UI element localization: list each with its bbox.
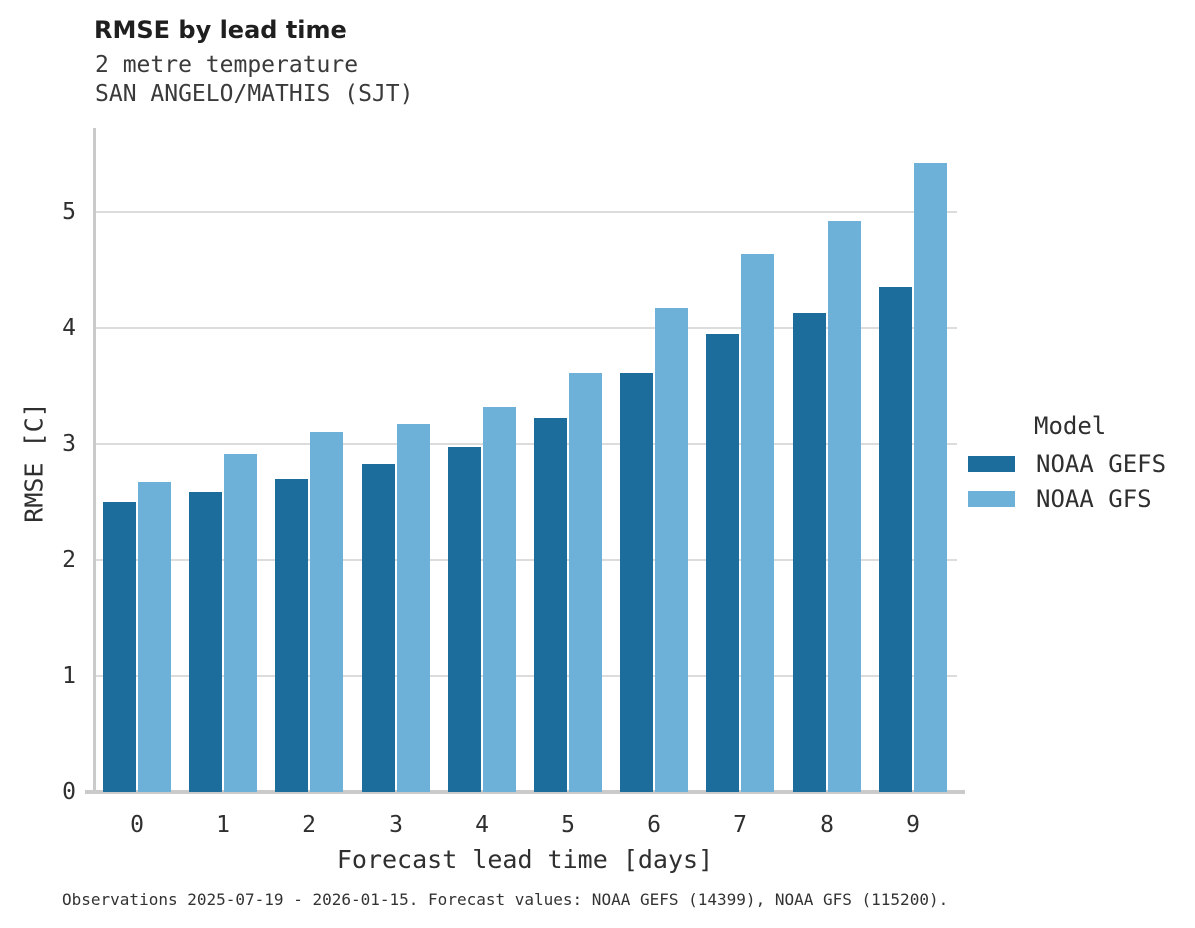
bar-noaa-gefs-lead8 bbox=[793, 313, 826, 792]
y-tick-4: 4 bbox=[62, 315, 76, 341]
y-tick-2: 2 bbox=[62, 547, 76, 573]
bar-noaa-gefs-lead6 bbox=[620, 373, 653, 792]
x-tick-3: 3 bbox=[389, 812, 403, 838]
bar-noaa-gfs-lead3 bbox=[397, 424, 430, 792]
bar-noaa-gefs-lead0 bbox=[103, 502, 136, 792]
legend: Model NOAA GEFS NOAA GFS bbox=[968, 412, 1188, 522]
legend-swatch-icon bbox=[968, 491, 1015, 507]
bar-noaa-gefs-lead7 bbox=[706, 334, 739, 792]
gridline-y5 bbox=[96, 211, 957, 213]
y-tick-1: 1 bbox=[62, 663, 76, 689]
bar-noaa-gfs-lead8 bbox=[828, 221, 861, 792]
bar-noaa-gefs-lead3 bbox=[362, 464, 395, 792]
x-tick-4: 4 bbox=[475, 812, 489, 838]
x-tick-0: 0 bbox=[130, 812, 144, 838]
y-tick-5: 5 bbox=[62, 199, 76, 225]
x-tick-7: 7 bbox=[733, 812, 747, 838]
bar-noaa-gfs-lead7 bbox=[741, 254, 774, 792]
gridline-y3 bbox=[96, 443, 957, 445]
bar-noaa-gfs-lead2 bbox=[310, 432, 343, 792]
legend-entry-noaa-gefs: NOAA GEFS bbox=[968, 450, 1188, 478]
x-axis-label: Forecast lead time [days] bbox=[336, 845, 714, 874]
x-tick-6: 6 bbox=[647, 812, 661, 838]
bar-noaa-gefs-lead1 bbox=[189, 492, 222, 792]
gridline-y1 bbox=[96, 675, 957, 677]
legend-swatch-icon bbox=[968, 456, 1015, 472]
x-tick-8: 8 bbox=[820, 812, 834, 838]
y-axis-label: RMSE [C] bbox=[19, 402, 49, 523]
plot-area bbox=[93, 128, 957, 792]
legend-title: Model bbox=[1034, 412, 1107, 440]
y-axis-spine bbox=[93, 128, 96, 792]
caption-text: Observations 2025-07-19 - 2026-01-15. Fo… bbox=[62, 890, 949, 909]
bar-noaa-gfs-lead9 bbox=[914, 163, 947, 792]
bar-noaa-gefs-lead2 bbox=[275, 479, 308, 792]
chart-title: RMSE by lead time bbox=[94, 16, 347, 44]
legend-label: NOAA GFS bbox=[1036, 485, 1152, 513]
bar-noaa-gfs-lead0 bbox=[138, 482, 171, 792]
gridline-y4 bbox=[96, 327, 957, 329]
x-tick-1: 1 bbox=[216, 812, 230, 838]
bar-noaa-gfs-lead1 bbox=[224, 454, 257, 792]
x-tick-5: 5 bbox=[561, 812, 575, 838]
bar-noaa-gfs-lead4 bbox=[483, 407, 516, 792]
bar-noaa-gefs-lead9 bbox=[879, 287, 912, 792]
y-tick-0: 0 bbox=[62, 779, 76, 805]
bar-noaa-gfs-lead6 bbox=[655, 308, 688, 792]
x-tick-9: 9 bbox=[906, 812, 920, 838]
bar-noaa-gefs-lead4 bbox=[448, 447, 481, 792]
x-axis-baseline bbox=[85, 790, 965, 794]
chart-subtitle-variable: 2 metre temperature bbox=[95, 52, 359, 78]
legend-entry-noaa-gfs: NOAA GFS bbox=[968, 485, 1188, 513]
x-tick-2: 2 bbox=[302, 812, 316, 838]
gridline-y2 bbox=[96, 559, 957, 561]
chart-subtitle-station: SAN ANGELO/MATHIS (SJT) bbox=[95, 81, 414, 107]
bar-noaa-gfs-lead5 bbox=[569, 373, 602, 792]
bar-noaa-gefs-lead5 bbox=[534, 418, 567, 792]
y-tick-3: 3 bbox=[62, 431, 76, 457]
legend-label: NOAA GEFS bbox=[1036, 450, 1167, 478]
